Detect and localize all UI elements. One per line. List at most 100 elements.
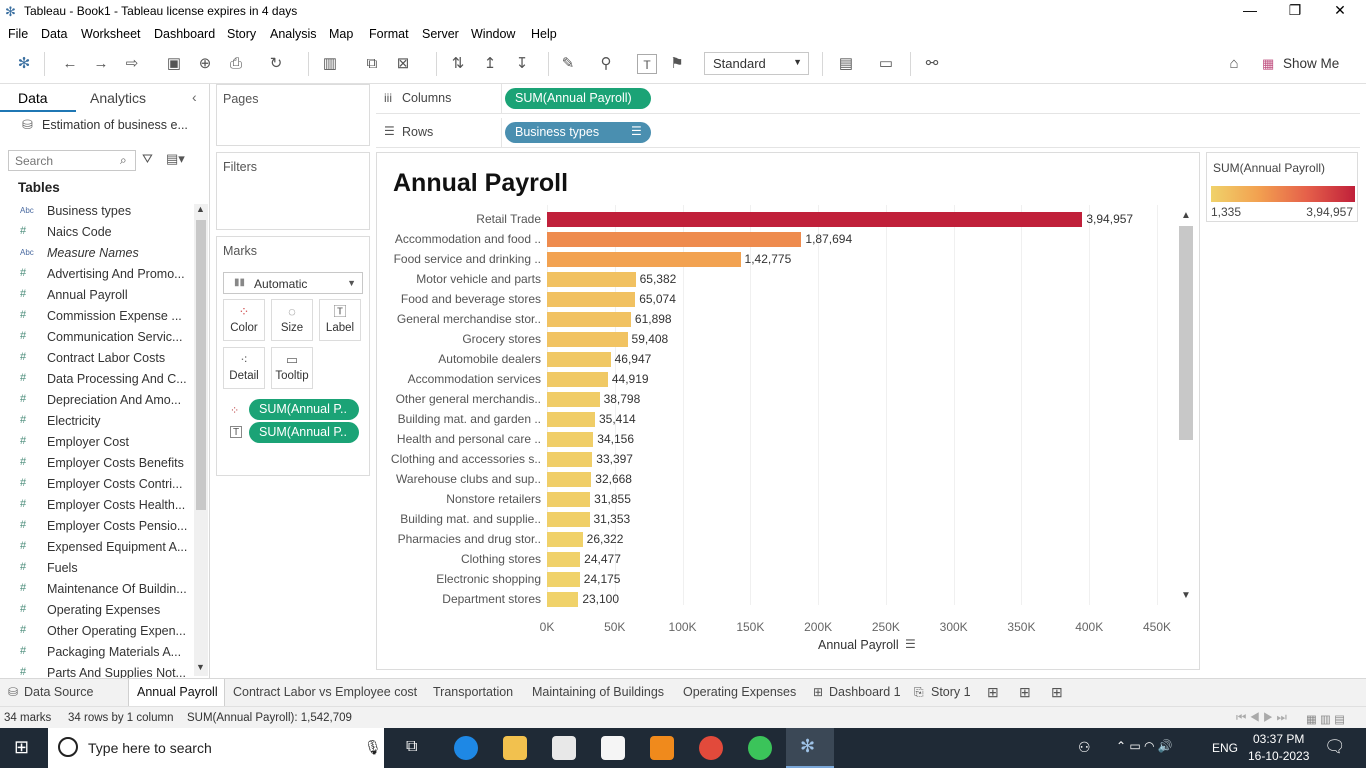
field-item[interactable]: # Depreciation And Amo... [0, 390, 195, 411]
whatsapp-icon[interactable] [748, 736, 772, 760]
bar[interactable] [547, 492, 591, 507]
tab-analytics[interactable]: Analytics [90, 90, 147, 106]
windows-start-icon[interactable]: ⊞ [14, 737, 30, 757]
axis-sort-icon[interactable]: ☰ [905, 637, 916, 651]
field-item[interactable]: # Commission Expense ... [0, 306, 195, 327]
undo-icon[interactable]: ← [62, 55, 78, 72]
color-button[interactable]: ⁘ Color [223, 299, 265, 341]
scroll-down-icon[interactable]: ▼ [1181, 590, 1191, 601]
sort-ascending-icon[interactable]: ↥ [483, 55, 497, 72]
highlight-icon[interactable]: ✎ [561, 55, 575, 72]
show-mark-labels-icon[interactable]: T [637, 54, 657, 74]
tab-story-1[interactable]: Story 1 [931, 685, 971, 699]
bar[interactable] [547, 552, 581, 567]
menu-worksheet[interactable]: Worksheet [81, 27, 141, 41]
columns-pill[interactable]: SUM(Annual Payroll) [505, 88, 651, 109]
new-worksheet-icon[interactable]: ▥ [322, 55, 338, 72]
field-item[interactable]: # Expensed Equipment A... [0, 537, 195, 558]
fix-axes-icon[interactable]: ⚑ [670, 55, 684, 72]
paint-icon[interactable]: ⌂ [1229, 55, 1239, 72]
field-item[interactable]: # Fuels [0, 558, 195, 579]
tab-data-source[interactable]: Data Source [24, 685, 94, 699]
menu-window[interactable]: Window [471, 27, 516, 41]
bar[interactable] [547, 212, 1083, 227]
save-icon[interactable]: ▣ [166, 55, 182, 72]
chart-scrollbar[interactable]: ▲ ▼ [1178, 210, 1194, 606]
field-item[interactable]: # Employer Costs Contri... [0, 474, 195, 495]
field-item[interactable]: # Annual Payroll [0, 285, 195, 306]
bar[interactable] [547, 472, 592, 487]
filters-card[interactable]: Filters [216, 152, 370, 230]
new-data-source-icon[interactable]: ⊕ [198, 55, 212, 72]
chrome-icon[interactable] [699, 736, 723, 760]
sort-descending-icon[interactable]: ↧ [515, 55, 529, 72]
show-me-button[interactable]: Show Me [1283, 56, 1340, 71]
field-item[interactable]: Abc Measure Names [0, 243, 195, 264]
tray-icons[interactable]: ⌃ ▭ ◠ 🔊 [1116, 739, 1173, 753]
menu-dashboard[interactable]: Dashboard [154, 27, 216, 41]
field-item[interactable]: # Maintenance Of Buildin... [0, 579, 195, 600]
pause-updates-icon[interactable]: ⎙ [229, 55, 242, 72]
taskbar-search-box[interactable]: Type here to search 🎙 [48, 728, 384, 768]
field-item[interactable]: # Naics Code [0, 222, 195, 243]
field-item[interactable]: # Employer Costs Health... [0, 495, 195, 516]
store-icon[interactable] [552, 736, 576, 760]
tab-data[interactable]: Data [18, 90, 48, 106]
duplicate-sheet-icon[interactable]: ⧉ [366, 55, 378, 72]
field-item[interactable]: # Employer Costs Benefits [0, 453, 195, 474]
new-worksheet-tab-icon[interactable]: ⊞ [987, 684, 999, 700]
field-item[interactable]: # Contract Labor Costs [0, 348, 195, 369]
field-item[interactable]: # Employer Costs Pensio... [0, 516, 195, 537]
field-item[interactable]: # Communication Servic... [0, 327, 195, 348]
menu-map[interactable]: Map [329, 27, 354, 41]
tableau-taskbar-button[interactable]: ✻ [786, 728, 834, 768]
rows-pill[interactable]: Business types ☰ [505, 122, 651, 143]
tab-operating-expenses[interactable]: Operating Expenses [683, 685, 797, 699]
bar[interactable] [547, 412, 595, 427]
field-item[interactable]: Abc Business types [0, 201, 195, 222]
bar[interactable] [547, 312, 631, 327]
tab-dashboard-1[interactable]: Dashboard 1 [829, 685, 901, 699]
menu-format[interactable]: Format [369, 27, 409, 41]
tableau-home-icon[interactable]: ✻ [17, 55, 31, 72]
bar[interactable] [547, 532, 583, 547]
bar[interactable] [547, 372, 608, 387]
detail-button[interactable]: ⁖ Detail [223, 347, 265, 389]
field-item[interactable]: # Parts And Supplies Not... [0, 663, 195, 684]
vlc-icon[interactable] [650, 736, 674, 760]
rows-shelf[interactable]: ☰ Rows Business types ☰ [376, 118, 1360, 148]
notifications-icon[interactable]: 🗨 [1324, 737, 1346, 756]
people-icon[interactable]: ⚇ [1078, 739, 1091, 755]
clock-date[interactable]: 16-10-2023 [1248, 749, 1310, 763]
bar[interactable] [547, 332, 628, 347]
active-sheet-tab[interactable] [128, 679, 225, 706]
clock-time[interactable]: 03:37 PM [1253, 732, 1305, 746]
field-item[interactable]: # Packaging Materials A... [0, 642, 195, 663]
task-view-icon[interactable]: ⧉ [406, 738, 418, 755]
replay-icon[interactable]: ⇨ [125, 55, 139, 72]
bar[interactable] [547, 572, 580, 587]
bar[interactable] [547, 352, 611, 367]
label-measure-pill[interactable]: SUM(Annual P.. [249, 422, 359, 443]
tab-transportation[interactable]: Transportation [433, 685, 514, 699]
scroll-up-icon[interactable]: ▲ [1181, 210, 1191, 221]
bar[interactable] [547, 292, 636, 307]
tooltip-button[interactable]: ▭ Tooltip [271, 347, 313, 389]
redo-icon[interactable]: → [93, 55, 109, 72]
tab-maintaining-buildings[interactable]: Maintaining of Buildings [532, 685, 665, 699]
sheet-view-icons[interactable]: ▦ ▥ ▤ [1306, 714, 1345, 726]
refresh-icon[interactable]: ↻ [269, 55, 283, 72]
field-item[interactable]: # Other Operating Expen... [0, 621, 195, 642]
edge-icon[interactable] [454, 736, 478, 760]
new-story-tab-icon[interactable]: ⊞ [1051, 684, 1063, 700]
view-options-icon[interactable]: ▤▾ [166, 151, 185, 166]
new-dashboard-tab-icon[interactable]: ⊞ [1019, 684, 1031, 700]
bar[interactable] [547, 452, 593, 467]
pages-card[interactable]: Pages [216, 84, 370, 146]
menu-story[interactable]: Story [227, 27, 257, 41]
scroll-down-icon[interactable]: ▼ [196, 662, 205, 672]
field-item[interactable]: # Employer Cost [0, 432, 195, 453]
columns-shelf[interactable]: iii Columns SUM(Annual Payroll) [376, 84, 1360, 114]
field-item[interactable]: # Advertising And Promo... [0, 264, 195, 285]
datasource-name[interactable]: Estimation of business e... [42, 118, 188, 132]
